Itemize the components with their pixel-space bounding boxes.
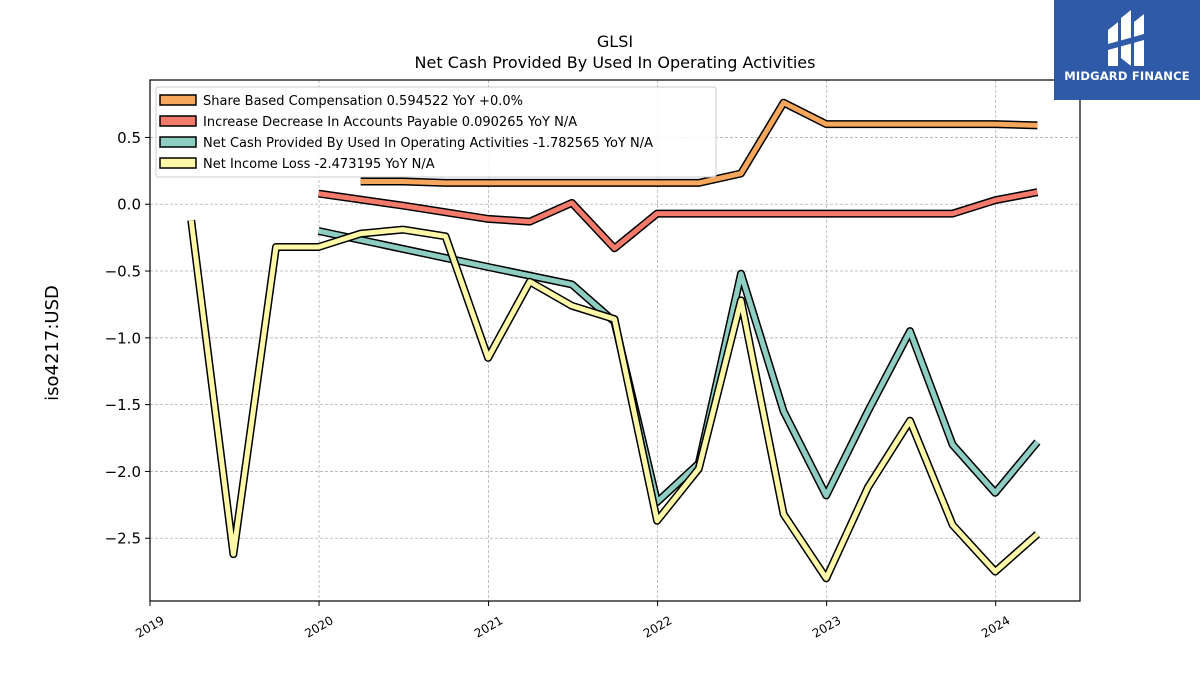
series-line (318, 228, 1040, 505)
series-line (360, 100, 1038, 186)
series-outline (187, 219, 1041, 583)
y-tick-label: −2.5 (105, 530, 141, 548)
series-share-based-compensation (360, 98, 1038, 187)
series-line (318, 189, 1038, 251)
legend-swatch (159, 115, 197, 127)
legend-swatch (159, 94, 197, 106)
legend-swatch (159, 157, 197, 169)
y-tick-label: −0.5 (105, 263, 141, 281)
legend: Share Based Compensation 0.594522 YoY +0… (155, 86, 717, 178)
x-tick-label: 2023 (810, 613, 843, 640)
x-tick-label: 2020 (302, 613, 335, 640)
series-group (187, 98, 1041, 583)
chart-subtitle: Net Cash Provided By Used In Operating A… (415, 53, 816, 72)
plot-frame (149, 79, 1081, 602)
x-tick-label: 2022 (641, 613, 674, 640)
x-tick-label: 2021 (472, 613, 505, 640)
x-tick-label: 2019 (133, 613, 166, 640)
brand-name: MIDGARD FINANCE (1064, 69, 1190, 83)
y-tick-label: 0.0 (117, 196, 141, 214)
series-increase-decrease-in-accounts-payable (318, 188, 1039, 253)
legend-frame (155, 86, 717, 178)
x-tick-label: 2024 (979, 613, 1012, 640)
legend-label: Net Cash Provided By Used In Operating A… (203, 136, 653, 151)
grid (150, 80, 1080, 601)
series-net-cash-provided-by-used-in-operating-activities (317, 227, 1041, 507)
legend-label: Share Based Compensation 0.594522 YoY +0… (203, 94, 523, 109)
series-outline (318, 188, 1039, 253)
y-tick-label: −1.0 (105, 329, 141, 347)
legend-label: Increase Decrease In Accounts Payable 0.… (203, 115, 577, 130)
brand-logo: MIDGARD FINANCE (1054, 0, 1200, 100)
y-tick-label: −2.0 (105, 463, 141, 481)
y-axis-label: iso4217:USD (42, 285, 63, 401)
legend-label: Net Income Loss -2.473195 YoY N/A (203, 157, 435, 172)
series-net-income-loss (187, 219, 1041, 583)
legend-swatch (159, 136, 197, 148)
chart-title: GLSI (597, 32, 633, 51)
midgard-logo-icon (1104, 8, 1150, 70)
y-tick-label: 0.5 (117, 129, 141, 147)
series-line (188, 219, 1040, 581)
y-tick-label: −1.5 (105, 396, 141, 414)
